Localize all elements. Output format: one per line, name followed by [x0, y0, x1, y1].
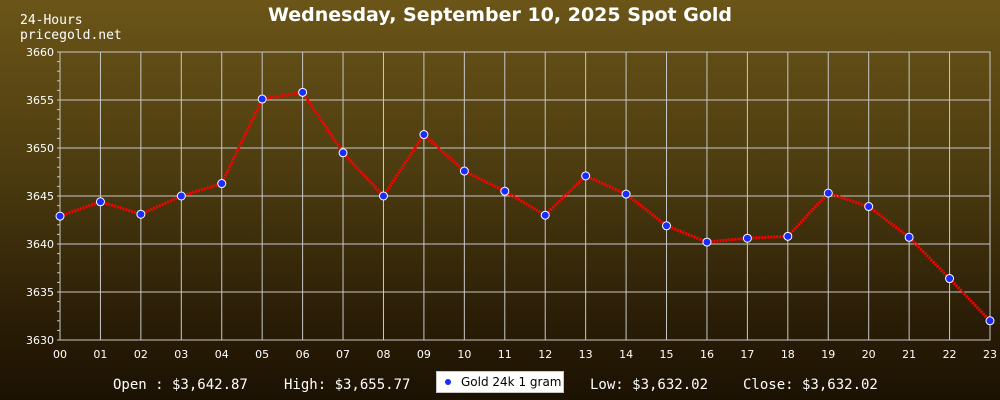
x-tick-label: 13 [579, 348, 593, 361]
chart-title: Wednesday, September 10, 2025 Spot Gold [268, 4, 732, 26]
x-tick-label: 16 [700, 348, 714, 361]
data-point [459, 166, 469, 176]
x-tick-label: 06 [296, 348, 310, 361]
data-point [702, 237, 712, 247]
data-point [500, 186, 510, 196]
data-point [176, 191, 186, 201]
data-point [378, 191, 388, 201]
data-point [823, 188, 833, 198]
legend: Gold 24k 1 gram [436, 371, 564, 393]
x-tick-label: 21 [902, 348, 916, 361]
x-tick-label: 03 [174, 348, 188, 361]
high-price: High: $3,655.77 [284, 377, 411, 393]
data-point [419, 130, 429, 140]
axes: 00 01 02 03 04 05 06 07 08 09 10 11 12 13 14 15 16 17 18 19… [26, 46, 997, 361]
x-tick-label: 01 [93, 348, 107, 361]
series-line [59, 90, 992, 322]
data-point [783, 231, 793, 241]
low-price: Low: $3,632.02 [590, 377, 709, 393]
legend-marker-icon [445, 379, 451, 385]
legend-label: Gold 24k 1 gram [461, 375, 562, 389]
x-tick-label: 07 [336, 348, 350, 361]
data-point [864, 202, 874, 212]
x-tick-label: 20 [862, 348, 876, 361]
data-point [55, 211, 65, 221]
x-tick-label: 22 [943, 348, 957, 361]
y-tick-label: 3635 [26, 286, 54, 299]
x-tick-label: 14 [619, 348, 633, 361]
grid [59, 51, 991, 341]
data-point [985, 316, 995, 326]
close-price: Close: $3,632.02 [743, 377, 878, 393]
x-tick-label: 09 [417, 348, 431, 361]
y-tick-label: 3660 [26, 46, 54, 59]
x-tick-label: 10 [457, 348, 471, 361]
data-point [95, 197, 105, 207]
y-tick-label: 3630 [26, 334, 54, 347]
y-tick-label: 3655 [26, 94, 54, 107]
data-point [621, 189, 631, 199]
y-tick-label: 3645 [26, 190, 54, 203]
y-tick-label: 3650 [26, 142, 54, 155]
x-tick-label: 02 [134, 348, 148, 361]
series [55, 87, 995, 326]
data-point [742, 233, 752, 243]
period-label: 24-Hours [20, 13, 83, 28]
data-point [298, 87, 308, 97]
x-tick-label: 18 [781, 348, 795, 361]
site-label: pricegold.net [20, 28, 122, 43]
x-tick-label: 19 [821, 348, 835, 361]
x-tick-label: 08 [376, 348, 390, 361]
x-tick-label: 00 [53, 348, 67, 361]
x-tick-label: 12 [538, 348, 552, 361]
data-point [581, 171, 591, 181]
data-point [662, 221, 672, 231]
x-tick-label: 04 [215, 348, 229, 361]
y-tick-label: 3640 [26, 238, 54, 251]
x-tick-label: 23 [983, 348, 997, 361]
data-point [136, 209, 146, 219]
x-tick-label: 11 [498, 348, 512, 361]
data-point [904, 232, 914, 242]
data-point [257, 94, 267, 104]
data-point [540, 210, 550, 220]
x-tick-label: 05 [255, 348, 269, 361]
open-price: Open : $3,642.87 [113, 377, 248, 393]
data-point [338, 148, 348, 158]
x-tick-label: 15 [660, 348, 674, 361]
data-point [945, 274, 955, 284]
data-point [217, 179, 227, 189]
x-tick-label: 17 [740, 348, 754, 361]
